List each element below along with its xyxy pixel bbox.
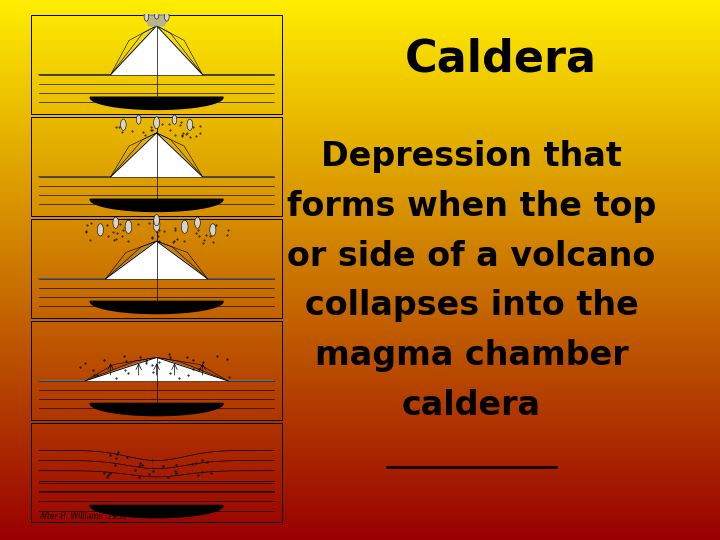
Circle shape bbox=[210, 224, 216, 236]
Text: Caldera: Caldera bbox=[405, 38, 596, 81]
Polygon shape bbox=[90, 505, 223, 518]
Circle shape bbox=[113, 217, 119, 228]
Polygon shape bbox=[90, 97, 223, 110]
Bar bbox=[32, 423, 282, 522]
Polygon shape bbox=[90, 199, 223, 212]
Circle shape bbox=[172, 115, 177, 124]
Circle shape bbox=[125, 220, 132, 233]
Text: or side of a volcano: or side of a volcano bbox=[287, 240, 656, 273]
Text: magma chamber: magma chamber bbox=[315, 339, 629, 372]
Text: forms when the top: forms when the top bbox=[287, 190, 657, 223]
Circle shape bbox=[120, 119, 126, 130]
Polygon shape bbox=[39, 357, 274, 381]
Polygon shape bbox=[39, 26, 274, 75]
Circle shape bbox=[165, 12, 169, 21]
Circle shape bbox=[153, 117, 160, 129]
Text: After H. Williams  1931: After H. Williams 1931 bbox=[39, 512, 127, 521]
Polygon shape bbox=[90, 403, 223, 416]
Bar bbox=[32, 117, 282, 216]
Circle shape bbox=[153, 218, 160, 232]
Polygon shape bbox=[144, 15, 169, 26]
Circle shape bbox=[181, 220, 188, 233]
Polygon shape bbox=[39, 241, 274, 279]
Circle shape bbox=[154, 10, 159, 19]
Circle shape bbox=[144, 12, 148, 21]
Text: caldera: caldera bbox=[402, 389, 541, 422]
Circle shape bbox=[97, 224, 104, 236]
Text: Depression that: Depression that bbox=[321, 140, 622, 173]
Bar bbox=[32, 15, 282, 114]
Circle shape bbox=[194, 217, 200, 228]
Text: collapses into the: collapses into the bbox=[305, 289, 639, 322]
Polygon shape bbox=[90, 301, 223, 314]
Polygon shape bbox=[39, 133, 274, 177]
Circle shape bbox=[187, 119, 193, 130]
Bar bbox=[32, 321, 282, 420]
Circle shape bbox=[136, 115, 141, 124]
Bar bbox=[32, 219, 282, 318]
Circle shape bbox=[154, 214, 159, 226]
